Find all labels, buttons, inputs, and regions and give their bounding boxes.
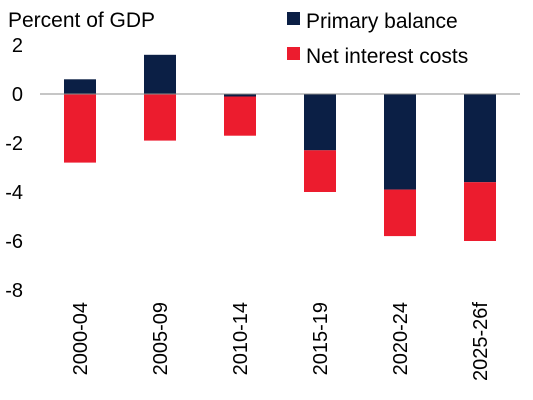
legend: Primary balance Net interest costs	[287, 10, 468, 68]
bar-net-interest-2020-24	[384, 189, 416, 237]
bar-primary-balance-2025-26f	[464, 94, 496, 183]
bar-net-interest-2005-09	[144, 94, 176, 141]
y-tick-label: 0	[12, 84, 23, 106]
y-axis-ticks: 2 0 -2 -4 -6 -8	[5, 35, 23, 302]
legend-swatch-primary-balance	[287, 12, 300, 25]
legend-label-primary-balance: Primary balance	[306, 10, 458, 33]
bar-primary-balance-2000-04	[64, 79, 96, 94]
y-tick-label: -2	[5, 133, 23, 155]
x-tick-label: 2015-19	[310, 302, 332, 375]
x-tick-label: 2025-26f	[470, 302, 492, 381]
y-axis-title: Percent of GDP	[8, 9, 155, 32]
bar-primary-balance-2015-19	[304, 94, 336, 151]
bar-primary-balance-2010-14	[224, 94, 256, 97]
y-tick-label: -6	[5, 231, 23, 253]
bar-primary-balance-2005-09	[144, 54, 176, 94]
bar-net-interest-2015-19	[304, 150, 336, 192]
bar-net-interest-2010-14	[224, 96, 256, 136]
bar-net-interest-2025-26f	[464, 182, 496, 241]
legend-swatch-net-interest	[287, 47, 300, 60]
x-tick-label: 2010-14	[230, 302, 252, 375]
y-tick-label: -4	[5, 182, 23, 204]
legend-label-net-interest: Net interest costs	[306, 45, 468, 68]
y-tick-label: -8	[5, 280, 23, 302]
x-tick-label: 2020-24	[390, 302, 412, 375]
x-axis-ticks: 2000-04 2005-09 2010-14 2015-19 2020-24 2025-…	[70, 302, 492, 381]
bar-net-interest-2000-04	[64, 94, 96, 163]
y-tick-label: 2	[12, 35, 23, 57]
bar-primary-balance-2020-24	[384, 94, 416, 190]
x-tick-label: 2000-04	[70, 302, 92, 375]
bars-layer	[64, 54, 496, 241]
x-tick-label: 2005-09	[150, 302, 172, 375]
